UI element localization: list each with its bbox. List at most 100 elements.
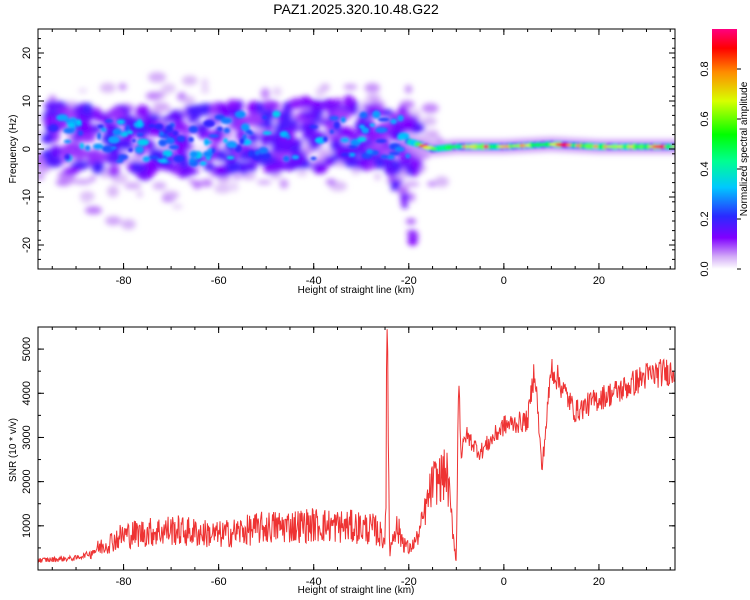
spectrogram-speckle bbox=[200, 88, 210, 94]
spectrogram-blob bbox=[400, 117, 414, 132]
spectrogram-blob bbox=[333, 98, 342, 107]
spectrogram-blob bbox=[263, 166, 283, 175]
spectrogram-peak bbox=[252, 152, 262, 161]
spectrogram-xlabel: Height of straight line (km) bbox=[298, 285, 415, 296]
spectrogram-speckle bbox=[243, 174, 252, 179]
spectrogram-blob bbox=[147, 167, 156, 177]
spectrogram-peak bbox=[322, 136, 328, 143]
spectrogram-blob bbox=[374, 155, 384, 170]
spectrogram-speckle bbox=[279, 178, 289, 189]
spectrogram-peak bbox=[188, 137, 194, 143]
x-tick-label: -60 bbox=[211, 275, 227, 287]
x-tick-label: -40 bbox=[306, 576, 322, 588]
spectrogram-blob bbox=[70, 160, 90, 170]
spectrogram-speckle bbox=[80, 195, 92, 204]
x-tick-label: -80 bbox=[116, 275, 132, 287]
spectrogram-blob bbox=[168, 109, 185, 122]
spectrogram-peak bbox=[260, 153, 271, 159]
spectrogram-speckle bbox=[188, 178, 195, 184]
ridge-peak bbox=[593, 144, 600, 149]
spectrogram-speckle bbox=[407, 192, 416, 202]
spectrogram-blob bbox=[180, 167, 200, 175]
y-tick-label: -10 bbox=[21, 189, 33, 205]
spectrogram-blob bbox=[255, 102, 264, 114]
spectrogram-peak bbox=[111, 146, 117, 150]
snr-series-line bbox=[38, 329, 675, 563]
spectrogram-blob bbox=[62, 167, 80, 175]
spectrogram-peak bbox=[258, 147, 269, 154]
spectrogram-speckle bbox=[171, 204, 183, 209]
spectrogram-speckle bbox=[152, 181, 167, 190]
spectrogram-peak bbox=[329, 129, 334, 134]
spectrogram-speckle bbox=[431, 129, 439, 141]
spectrogram-peak bbox=[101, 145, 114, 153]
spectrogram-peak bbox=[340, 137, 350, 143]
spectrogram-speckle bbox=[415, 153, 430, 160]
spectrogram-speckle bbox=[124, 182, 142, 190]
ridge-peak bbox=[482, 145, 490, 149]
spectrogram-peak bbox=[188, 125, 199, 134]
spectrogram-blob bbox=[247, 160, 257, 173]
colorbar-tick-label: 0.0 bbox=[699, 261, 711, 276]
spectrogram-speckle bbox=[343, 84, 358, 90]
spectrogram-peak bbox=[309, 125, 319, 129]
spectrogram-peak bbox=[64, 153, 71, 161]
spectrogram-peak bbox=[127, 147, 134, 153]
spectrogram-blob bbox=[197, 129, 206, 140]
figure-title: PAZ1.2025.320.10.48.G22 bbox=[273, 1, 439, 17]
spectrogram-peak bbox=[226, 155, 235, 160]
spectrogram-blob bbox=[244, 113, 264, 126]
x-tick-label: 20 bbox=[593, 275, 605, 287]
snr-ylabel: SNR (10 * v/v) bbox=[8, 418, 19, 482]
y-tick-label: 0 bbox=[21, 146, 33, 152]
spectrogram-speckle bbox=[121, 219, 136, 230]
spectrogram-peak bbox=[142, 156, 150, 162]
spectrogram-peak bbox=[79, 142, 84, 150]
spectrogram-peak bbox=[97, 132, 102, 140]
spectrogram-speckle bbox=[421, 103, 439, 114]
x-tick-label: 0 bbox=[501, 576, 507, 588]
spectrogram-speckle bbox=[256, 180, 272, 185]
spectrogram-peak bbox=[203, 119, 215, 128]
spectrogram-panel: -80 -60 -40 -20 0 20 -20 -10 0 10 20 Height of str… bbox=[8, 28, 676, 296]
spectrogram-peak bbox=[262, 131, 272, 136]
spectrogram-peak bbox=[377, 117, 390, 122]
spectrogram-peak bbox=[397, 114, 404, 122]
spectrogram-speckle bbox=[404, 84, 413, 94]
colorbar-tick-label: 0.8 bbox=[699, 61, 711, 76]
spectrogram-blob bbox=[279, 138, 293, 151]
spectrogram-peak bbox=[116, 120, 125, 124]
spectrogram-blob bbox=[288, 119, 299, 126]
y-tick-label: 1000 bbox=[21, 514, 33, 538]
spectrogram-speckle bbox=[260, 88, 270, 100]
spectrogram-peak bbox=[291, 155, 300, 160]
spectrogram-peak bbox=[131, 138, 137, 143]
x-tick-label: 20 bbox=[593, 576, 605, 588]
spectrogram-peak bbox=[84, 144, 91, 151]
snr-axes: -80 -60 -40 -20 0 20 1000 2000 3000 4000 5000 bbox=[21, 326, 675, 588]
spectrogram-core-layer bbox=[48, 110, 675, 167]
spectrogram-peak bbox=[67, 122, 76, 128]
spectrogram-speckle bbox=[366, 94, 382, 102]
spectrogram-blob bbox=[44, 101, 63, 111]
y-tick-label: 4000 bbox=[21, 381, 33, 405]
spectrogram-blob bbox=[358, 159, 368, 171]
spectrogram-peak bbox=[189, 150, 198, 158]
spectrogram-peak bbox=[48, 124, 59, 132]
x-tick-label: -80 bbox=[116, 576, 132, 588]
y-tick-label: 2000 bbox=[21, 469, 33, 493]
snr-xlabel: Height of straight line (km) bbox=[298, 585, 415, 596]
spectrogram-blob bbox=[79, 122, 94, 135]
spectrogram-peak bbox=[234, 144, 242, 153]
spectrogram-speckle bbox=[107, 185, 119, 198]
spectrogram-blob bbox=[382, 109, 394, 117]
spectrogram-speckle bbox=[192, 180, 202, 190]
spectrogram-blob bbox=[91, 160, 105, 174]
x-tick-label: 0 bbox=[501, 275, 507, 287]
spectrogram-speckle bbox=[325, 178, 337, 186]
spectrogram-blob bbox=[87, 151, 99, 165]
spectrogram-peak bbox=[380, 154, 389, 159]
spectrogram-speckle bbox=[434, 176, 449, 188]
spectrogram-peak bbox=[134, 145, 144, 154]
